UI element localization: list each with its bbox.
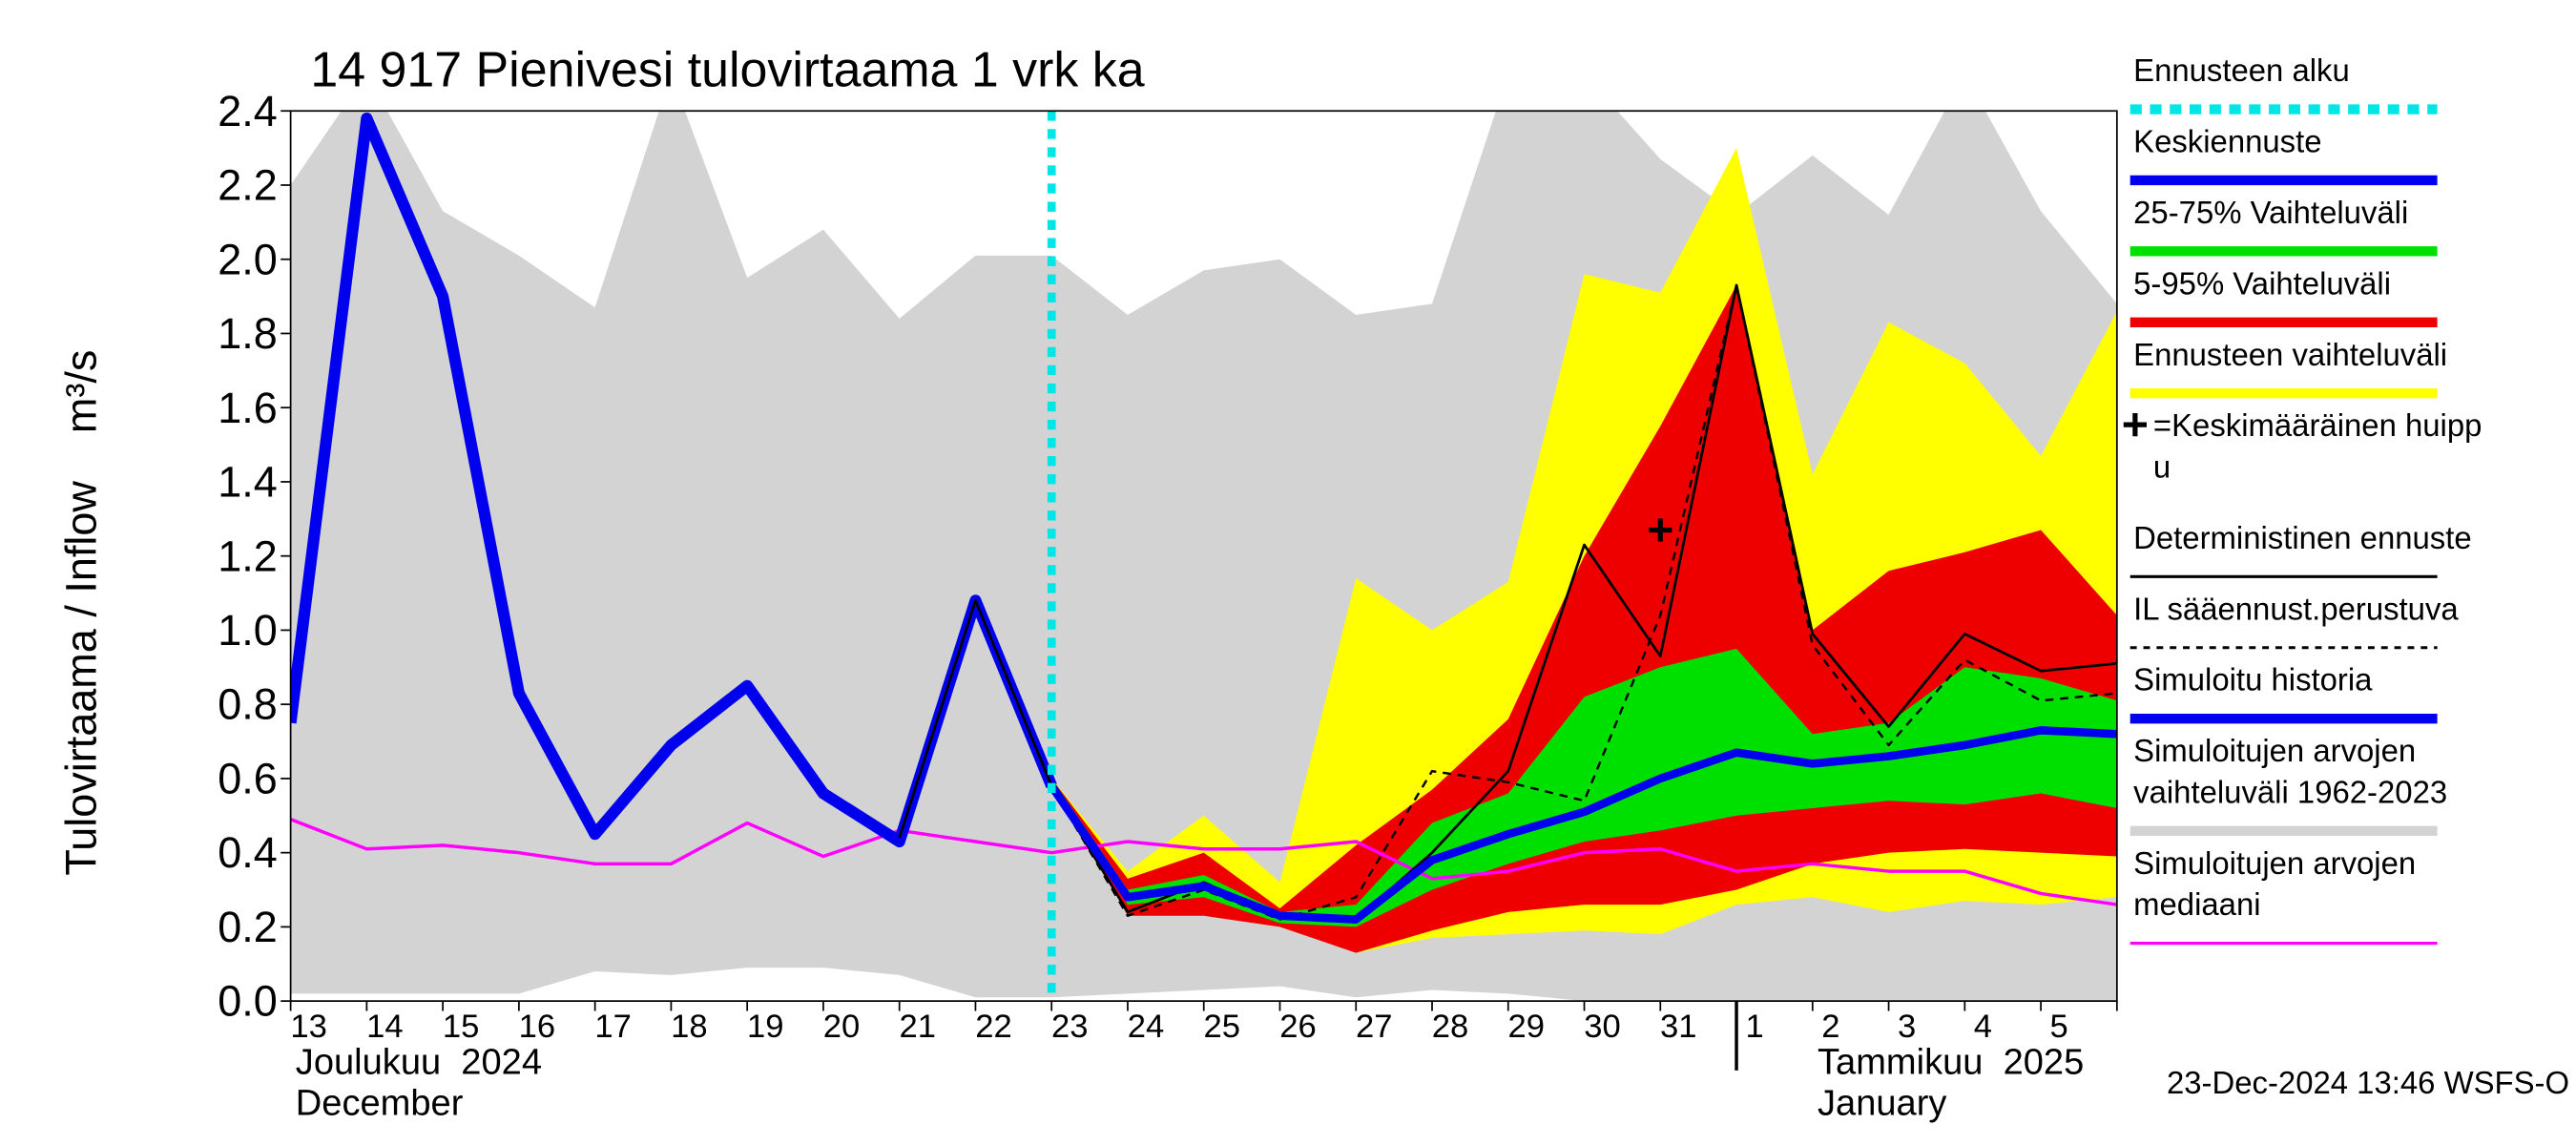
y-tick-label: 1.8 xyxy=(218,309,278,358)
y-axis-label: Tulovirtaama / Inflow m³/s xyxy=(56,350,105,876)
x-tick-label: 13 xyxy=(290,1009,327,1045)
x-tick-label: 27 xyxy=(1356,1009,1393,1045)
x-tick-label: 26 xyxy=(1279,1009,1317,1045)
legend-label: vaihteluväli 1962-2023 xyxy=(2133,774,2447,809)
legend-label: =Keskimääräinen huipp xyxy=(2153,407,2483,443)
axes: 0.0 0.2 0.4 0.6 0.8 1.0 1.2 1.4 1.6 1.8 2.0 2.2 2.4 1… xyxy=(218,87,2118,1124)
x-tick-label: 25 xyxy=(1204,1009,1241,1045)
x-tick-label: 3 xyxy=(1898,1009,1916,1045)
series-line xyxy=(1048,726,2117,924)
legend-marker xyxy=(2123,412,2147,437)
y-tick-label: 0.8 xyxy=(218,680,278,729)
legend-label: mediaani xyxy=(2133,886,2260,922)
y-tick-label: 0.6 xyxy=(218,754,278,802)
x-tick-label: 31 xyxy=(1660,1009,1696,1045)
y-tick-label: 2.0 xyxy=(218,235,278,283)
x-tick-label: 30 xyxy=(1584,1009,1621,1045)
y-tick-label: 2.2 xyxy=(218,161,278,210)
legend-label: Deterministinen ennuste xyxy=(2133,520,2472,555)
x-tick-label: 5 xyxy=(2049,1009,2067,1045)
plot-area xyxy=(290,111,2117,1002)
y-tick-label: 0.0 xyxy=(218,977,278,1026)
x-tick-label: 14 xyxy=(366,1009,404,1045)
x-tick-label: 18 xyxy=(671,1009,708,1045)
month-label: January xyxy=(1818,1084,1946,1124)
legend-label: u xyxy=(2153,448,2171,484)
y-tick-label: 0.2 xyxy=(218,903,278,951)
legend: Ennusteen alku Keskiennuste 25-75% Vaihtel… xyxy=(2123,52,2483,946)
x-tick-label: 1 xyxy=(1745,1009,1763,1045)
legend-label: Simuloitujen arvojen xyxy=(2133,845,2416,881)
x-tick-label: 17 xyxy=(594,1009,632,1045)
y-tick-label: 2.4 xyxy=(218,87,278,135)
x-tick-label: 16 xyxy=(519,1009,556,1045)
series-line xyxy=(898,283,2117,922)
x-tick-label: 20 xyxy=(823,1009,860,1045)
chart-title: 14 917 Pienivesi tulovirtaama 1 vrk ka xyxy=(310,42,1144,97)
x-tick-label: 23 xyxy=(1051,1009,1089,1045)
legend-label: 5-95% Vaihteluväli xyxy=(2133,265,2391,301)
band xyxy=(1051,648,2117,927)
month-label: December xyxy=(296,1084,464,1124)
y-tick-label: 1.2 xyxy=(218,531,278,580)
peak-marker xyxy=(1649,518,1672,542)
month-label: Joulukuu 2024 xyxy=(296,1042,542,1082)
x-tick-label: 19 xyxy=(747,1009,784,1045)
y-tick-label: 1.4 xyxy=(218,458,278,507)
x-tick-label: 24 xyxy=(1128,1009,1165,1045)
x-tick-label: 15 xyxy=(443,1009,480,1045)
x-tick-label: 2 xyxy=(1821,1009,1839,1045)
x-tick-label: 21 xyxy=(899,1009,936,1045)
x-tick-label: 29 xyxy=(1508,1009,1546,1045)
legend-label: Keskiennuste xyxy=(2133,124,2321,159)
footer: 23-Dec-2024 13:46 WSFS-O xyxy=(2167,1065,2569,1100)
legend-label: Ennusteen vaihteluväli xyxy=(2133,337,2447,372)
x-tick-label: 28 xyxy=(1432,1009,1469,1045)
y-tick-label: 0.4 xyxy=(218,828,278,877)
x-tick-label: 22 xyxy=(975,1009,1012,1045)
y-tick-label: 1.6 xyxy=(218,384,278,432)
x-tick-label: 4 xyxy=(1974,1009,1992,1045)
legend-label: Ennusteen alku xyxy=(2133,52,2350,88)
legend-label: IL sääennust.perustuva xyxy=(2133,591,2459,626)
month-label: Tammikuu 2025 xyxy=(1818,1042,2084,1082)
y-tick-label: 1.0 xyxy=(218,606,278,655)
series-line xyxy=(290,818,2117,906)
legend-label: 25-75% Vaihteluväli xyxy=(2133,195,2408,230)
legend-label: Simuloitu historia xyxy=(2133,662,2373,697)
legend-label: Simuloitujen arvojen xyxy=(2133,733,2416,768)
